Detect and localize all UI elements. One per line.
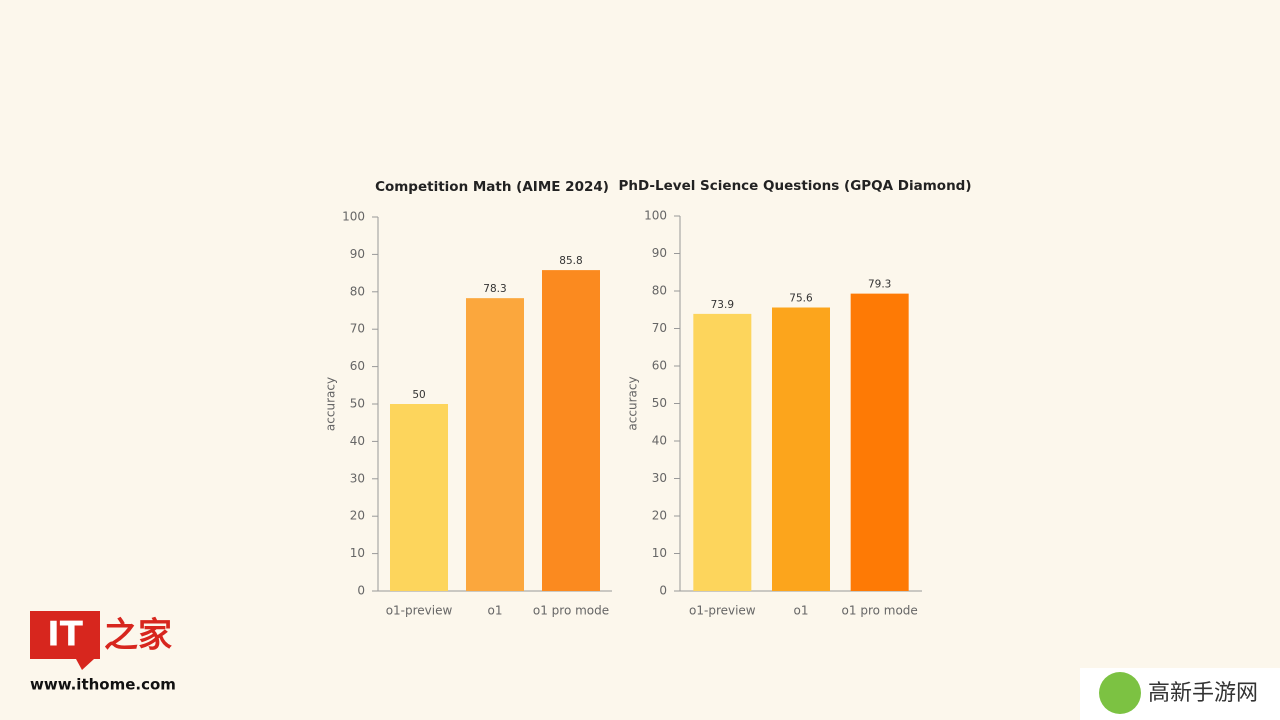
x-tick-label: o1 pro mode (533, 604, 609, 618)
bar (850, 293, 909, 591)
y-tick-label: 100 (644, 209, 667, 223)
bar (466, 298, 524, 591)
y-tick-label: 80 (350, 284, 365, 298)
value-label: 75.6 (789, 293, 813, 305)
y-tick-label: 90 (652, 246, 667, 260)
value-label: 78.3 (483, 283, 506, 295)
chart-title: PhD-Level Science Questions (GPQA Diamon… (618, 178, 971, 194)
y-tick-label: 30 (652, 471, 667, 485)
y-tick-label: 60 (652, 359, 667, 373)
y-tick-label: 30 (350, 471, 365, 485)
y-tick-label: 70 (350, 322, 365, 336)
y-tick-label: 60 (350, 359, 365, 373)
y-axis-label: accuracy (324, 377, 338, 431)
logo-box (30, 611, 100, 659)
logo-tail (76, 659, 94, 670)
x-tick-label: o1 (794, 604, 809, 618)
value-label: 73.9 (711, 299, 734, 311)
y-tick-label: 70 (652, 321, 667, 335)
corner-text: 高新手游网 (1148, 681, 1258, 706)
chart-title: Competition Math (AIME 2024) (375, 179, 609, 195)
y-tick-label: 0 (357, 584, 365, 598)
y-tick-label: 50 (652, 396, 667, 410)
y-tick-label: 90 (350, 247, 365, 261)
y-tick-label: 20 (652, 509, 667, 523)
y-tick-label: 10 (350, 546, 365, 560)
y-tick-label: 40 (350, 434, 365, 448)
x-tick-label: o1-preview (386, 604, 453, 618)
y-tick-label: 100 (342, 210, 365, 224)
x-tick-label: o1 (488, 604, 503, 618)
bar (390, 404, 448, 591)
corner-logo (1099, 672, 1141, 714)
y-tick-label: 50 (350, 397, 365, 411)
value-label: 50 (412, 389, 425, 401)
site-url: www.ithome.com (30, 676, 176, 694)
y-tick-label: 40 (652, 434, 667, 448)
y-axis-label: accuracy (626, 376, 640, 430)
y-tick-label: 10 (652, 546, 667, 560)
value-label: 79.3 (868, 279, 891, 291)
y-tick-label: 20 (350, 509, 365, 523)
x-tick-label: o1-preview (689, 604, 756, 618)
bar (693, 313, 752, 591)
x-tick-label: o1 pro mode (842, 604, 918, 618)
y-tick-label: 80 (652, 284, 667, 298)
logo-it: IT (47, 615, 84, 655)
value-label: 85.8 (559, 255, 582, 267)
bar (772, 307, 830, 591)
bar (542, 270, 600, 591)
logo-home: 之家 (104, 616, 172, 656)
y-tick-label: 0 (659, 584, 667, 598)
